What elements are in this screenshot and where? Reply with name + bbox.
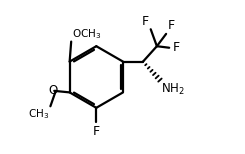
Text: F: F — [168, 19, 175, 32]
Text: O: O — [48, 84, 57, 97]
Text: CH$_3$: CH$_3$ — [28, 107, 50, 121]
Text: NH$_2$: NH$_2$ — [161, 82, 185, 97]
Text: F: F — [93, 125, 100, 138]
Text: F: F — [142, 16, 149, 28]
Text: F: F — [172, 41, 179, 54]
Text: OCH$_3$: OCH$_3$ — [72, 27, 101, 41]
